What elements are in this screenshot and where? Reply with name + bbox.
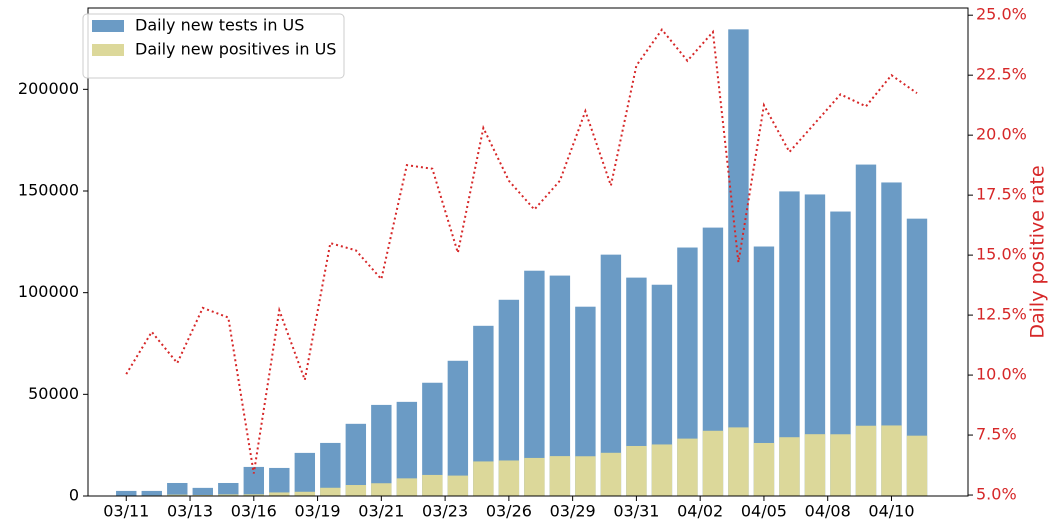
legend-swatch: [92, 44, 124, 56]
bar: [702, 227, 724, 496]
x-tick-label: 04/02: [677, 502, 723, 521]
bar: [626, 445, 647, 496]
bar: [804, 194, 826, 496]
bar: [167, 482, 188, 496]
x-tick-label: 03/23: [422, 502, 468, 521]
y2-tick-label: 10.0%: [976, 365, 1027, 384]
x-tick-label: 03/31: [613, 502, 659, 521]
bar: [473, 325, 494, 496]
bar: [320, 487, 341, 496]
bar: [371, 404, 392, 496]
x-tick-label: 03/11: [103, 502, 149, 521]
y-tick-label: 200000: [18, 79, 79, 98]
bar: [575, 306, 596, 496]
legend-swatch: [92, 20, 124, 32]
bar: [218, 494, 239, 496]
bar: [626, 277, 647, 496]
x-tick-label: 04/10: [868, 502, 914, 521]
y2-tick-label: 12.5%: [976, 305, 1027, 324]
bar: [371, 483, 392, 496]
y2-tick-label: 17.5%: [976, 185, 1027, 204]
bar: [294, 491, 316, 496]
y2-axis-label: Daily positive rate: [1027, 165, 1049, 338]
x-tick-label: 03/21: [358, 502, 404, 521]
bar: [702, 430, 724, 496]
bar: [524, 457, 545, 496]
y2-tick-label: 25.0%: [976, 5, 1027, 24]
y2-tick-label: 22.5%: [976, 65, 1027, 84]
bar: [320, 442, 341, 496]
bar: [116, 490, 137, 496]
bar: [779, 191, 800, 496]
y-tick-label: 0: [69, 486, 79, 505]
bar: [906, 218, 928, 497]
bar: [473, 461, 494, 496]
x-tick-label: 03/26: [486, 502, 532, 521]
bar: [906, 435, 928, 496]
bar: [677, 438, 698, 496]
bar: [345, 423, 367, 496]
bar: [192, 487, 213, 496]
legend: Daily new tests in US Daily new positives…: [82, 13, 345, 79]
bar: [243, 466, 264, 496]
bar: [549, 275, 571, 496]
bar: [855, 164, 877, 497]
bar: [422, 474, 443, 496]
bar: [830, 434, 851, 496]
plot-frame: [87, 7, 969, 497]
legend-label: Daily new tests in US: [135, 16, 304, 35]
bar: [396, 401, 418, 496]
y2-tick-label: 15.0%: [976, 245, 1027, 264]
bar: [141, 490, 162, 496]
bar: [447, 360, 469, 496]
bar: [167, 494, 188, 496]
bar: [804, 434, 826, 496]
y2-tick-label: 5.0%: [976, 485, 1017, 504]
y-tick-label: 50000: [28, 384, 79, 403]
x-tick-label: 03/19: [295, 502, 341, 521]
bar: [575, 456, 596, 496]
bar: [830, 211, 851, 496]
bar: [728, 427, 749, 496]
bar: [779, 437, 800, 496]
bar: [753, 246, 775, 496]
bar: [651, 284, 673, 496]
bar: [753, 442, 775, 496]
x-tick-label: 03/16: [231, 502, 277, 521]
bar: [422, 382, 443, 496]
x-tick-label: 03/13: [167, 502, 213, 521]
x-tick-label: 04/08: [805, 502, 851, 521]
bar: [855, 425, 877, 496]
x-tick-label: 03/29: [550, 502, 596, 521]
legend-label: Daily new positives in US: [135, 40, 336, 59]
bar: [447, 475, 469, 496]
bar: [524, 270, 545, 496]
bar: [269, 492, 290, 496]
y-tick-label: 150000: [18, 181, 79, 200]
bar: [294, 452, 316, 496]
bar: [192, 494, 213, 496]
bar: [600, 254, 622, 496]
bar: [498, 299, 520, 496]
bar: [345, 485, 367, 496]
bar: [728, 29, 749, 496]
bar: [396, 478, 418, 496]
x-tick-label: 04/05: [741, 502, 787, 521]
bar: [677, 247, 698, 496]
bar: [881, 425, 902, 496]
bar: [549, 456, 571, 496]
rate-line: [125, 27, 918, 474]
bar: [269, 467, 290, 496]
y2-tick-label: 7.5%: [976, 425, 1017, 444]
y-tick-label: 100000: [18, 282, 79, 301]
legend-box: [82, 13, 345, 79]
y2-tick-label: 20.0%: [976, 125, 1027, 144]
bar: [881, 182, 902, 496]
bar: [651, 444, 673, 496]
bar: [600, 452, 622, 496]
bar: [218, 482, 239, 496]
bar: [243, 494, 264, 496]
bar: [498, 460, 520, 496]
